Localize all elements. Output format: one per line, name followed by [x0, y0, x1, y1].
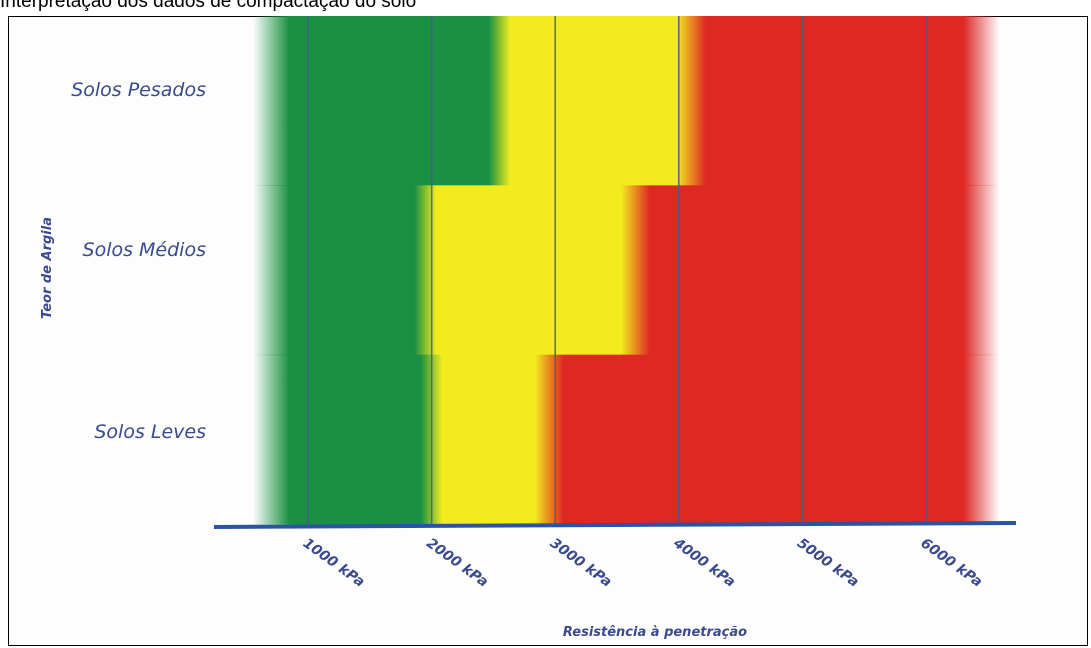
band-solos-pesados	[253, 16, 1000, 186]
page-title: Interpretação dos dados de compactação d…	[0, 0, 417, 12]
x-tick-label: 3000 kPa	[547, 535, 615, 590]
category-label: Solos Pesados	[71, 79, 206, 101]
x-tick-label: 6000 kPa	[918, 535, 986, 590]
category-label: Solos Médios	[83, 239, 207, 261]
band-solos-medios	[253, 185, 1000, 356]
category-label: Solos Leves	[94, 421, 206, 443]
x-tick-label: 2000 kPa	[423, 535, 491, 590]
y-axis-label: Teor de Argila	[40, 217, 55, 319]
x-axis-label: Resistência à penetração	[563, 625, 747, 640]
band-solos-leves	[253, 354, 1000, 525]
x-tick-label: 1000 kPa	[300, 535, 368, 590]
x-tick-label: 4000 kPa	[670, 535, 738, 591]
x-tick-label: 5000 kPa	[794, 535, 862, 590]
x-axis-line	[213, 521, 1017, 529]
